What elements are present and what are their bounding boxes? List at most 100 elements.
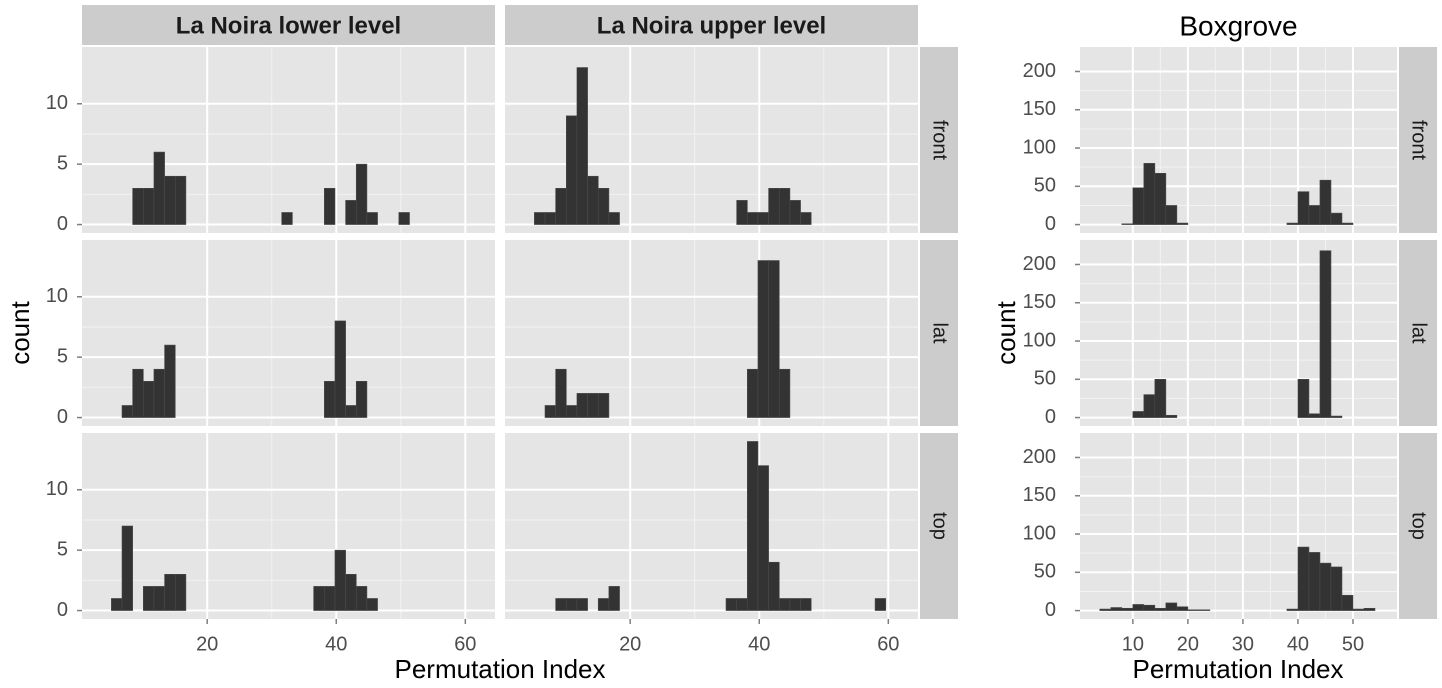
column-strip-label: La Noira upper level xyxy=(597,12,826,39)
bar xyxy=(1330,566,1343,611)
y-tick-label: 0 xyxy=(57,406,68,428)
y-axis-title: count xyxy=(5,300,35,364)
bar xyxy=(587,175,599,225)
x-tick-label: 20 xyxy=(196,633,218,655)
bar xyxy=(143,381,155,418)
bar xyxy=(355,586,368,611)
bar xyxy=(789,200,801,225)
y-tick-label: 150 xyxy=(1023,291,1056,313)
bar xyxy=(1352,608,1365,611)
bar xyxy=(597,188,610,225)
y-tick-label: 200 xyxy=(1023,446,1056,468)
bar xyxy=(1297,379,1310,418)
bar xyxy=(736,200,748,225)
y-axis-title: count xyxy=(991,300,1021,364)
bar xyxy=(778,598,791,611)
y-tick-label: 0 xyxy=(1045,406,1056,428)
bar xyxy=(1319,562,1332,611)
y-tick-label: 100 xyxy=(1023,136,1056,158)
bar xyxy=(1319,179,1332,225)
y-tick-label: 50 xyxy=(1034,368,1056,390)
bar xyxy=(1132,187,1145,225)
x-axis-title: Permutation Index xyxy=(1132,654,1343,684)
x-tick-label: 60 xyxy=(454,633,476,655)
y-tick-label: 5 xyxy=(57,538,68,560)
bar xyxy=(174,574,187,611)
y-tick-label: 10 xyxy=(46,285,68,307)
bar xyxy=(132,188,144,225)
y-tick-label: 200 xyxy=(1023,60,1056,82)
bar xyxy=(1154,607,1167,611)
bar xyxy=(164,574,176,611)
bar xyxy=(1297,546,1310,611)
row-strip xyxy=(920,433,958,619)
bar xyxy=(121,525,133,611)
row-strip-label: lat xyxy=(929,322,951,344)
bar xyxy=(1121,223,1134,225)
bar xyxy=(800,598,812,611)
row-strip xyxy=(920,240,958,426)
x-tick-label: 40 xyxy=(748,633,770,655)
bar xyxy=(555,188,567,225)
bar xyxy=(153,368,165,418)
row-strip xyxy=(1399,433,1437,619)
bar xyxy=(736,598,748,611)
x-tick-label: 50 xyxy=(1342,633,1364,655)
panel-background xyxy=(505,240,918,426)
bar xyxy=(1176,606,1189,611)
bar xyxy=(1143,604,1156,611)
bar xyxy=(153,151,165,225)
bar xyxy=(324,188,336,225)
bar xyxy=(143,586,155,611)
x-tick-label: 40 xyxy=(1287,633,1309,655)
x-tick-label: 20 xyxy=(619,633,641,655)
bar xyxy=(1330,212,1343,225)
bar xyxy=(1363,607,1376,611)
bar xyxy=(789,598,801,611)
y-tick-label: 5 xyxy=(57,345,68,367)
bar xyxy=(1297,191,1310,225)
row-strip xyxy=(1399,240,1437,426)
bar xyxy=(324,381,336,418)
bar xyxy=(313,586,325,611)
row-strip-label: top xyxy=(929,512,951,540)
x-tick-label: 10 xyxy=(1122,633,1144,655)
bar xyxy=(1165,602,1178,611)
bar xyxy=(1198,609,1211,611)
bar xyxy=(334,320,346,418)
bar xyxy=(800,212,812,225)
y-tick-label: 50 xyxy=(1034,175,1056,197)
y-tick-label: 0 xyxy=(57,213,68,235)
y-tick-label: 5 xyxy=(57,152,68,174)
bar xyxy=(345,574,357,611)
bar xyxy=(153,586,165,611)
bar xyxy=(576,67,588,225)
bar xyxy=(757,212,769,225)
bar xyxy=(1341,222,1354,225)
y-tick-label: 50 xyxy=(1034,561,1056,583)
bar xyxy=(597,598,610,611)
bar xyxy=(1187,609,1200,611)
y-tick-label: 10 xyxy=(46,92,68,114)
panel-background xyxy=(505,433,918,619)
bar xyxy=(1176,222,1189,225)
bar xyxy=(174,175,187,225)
bar xyxy=(768,188,780,225)
bar xyxy=(324,586,336,611)
y-tick-label: 10 xyxy=(46,478,68,500)
bar xyxy=(768,260,780,418)
bar xyxy=(597,393,610,418)
x-axis-title: Permutation Index xyxy=(394,654,605,684)
bar xyxy=(534,212,546,225)
bar xyxy=(725,598,737,611)
bar xyxy=(555,598,567,611)
bar xyxy=(768,561,780,611)
row-strip xyxy=(920,47,958,233)
row-strip-label: front xyxy=(929,120,951,160)
bar xyxy=(334,549,346,611)
bar xyxy=(1308,413,1321,418)
bar xyxy=(281,212,293,225)
bar xyxy=(1341,594,1354,611)
column-strip xyxy=(505,5,918,45)
y-tick-label: 100 xyxy=(1023,329,1056,351)
